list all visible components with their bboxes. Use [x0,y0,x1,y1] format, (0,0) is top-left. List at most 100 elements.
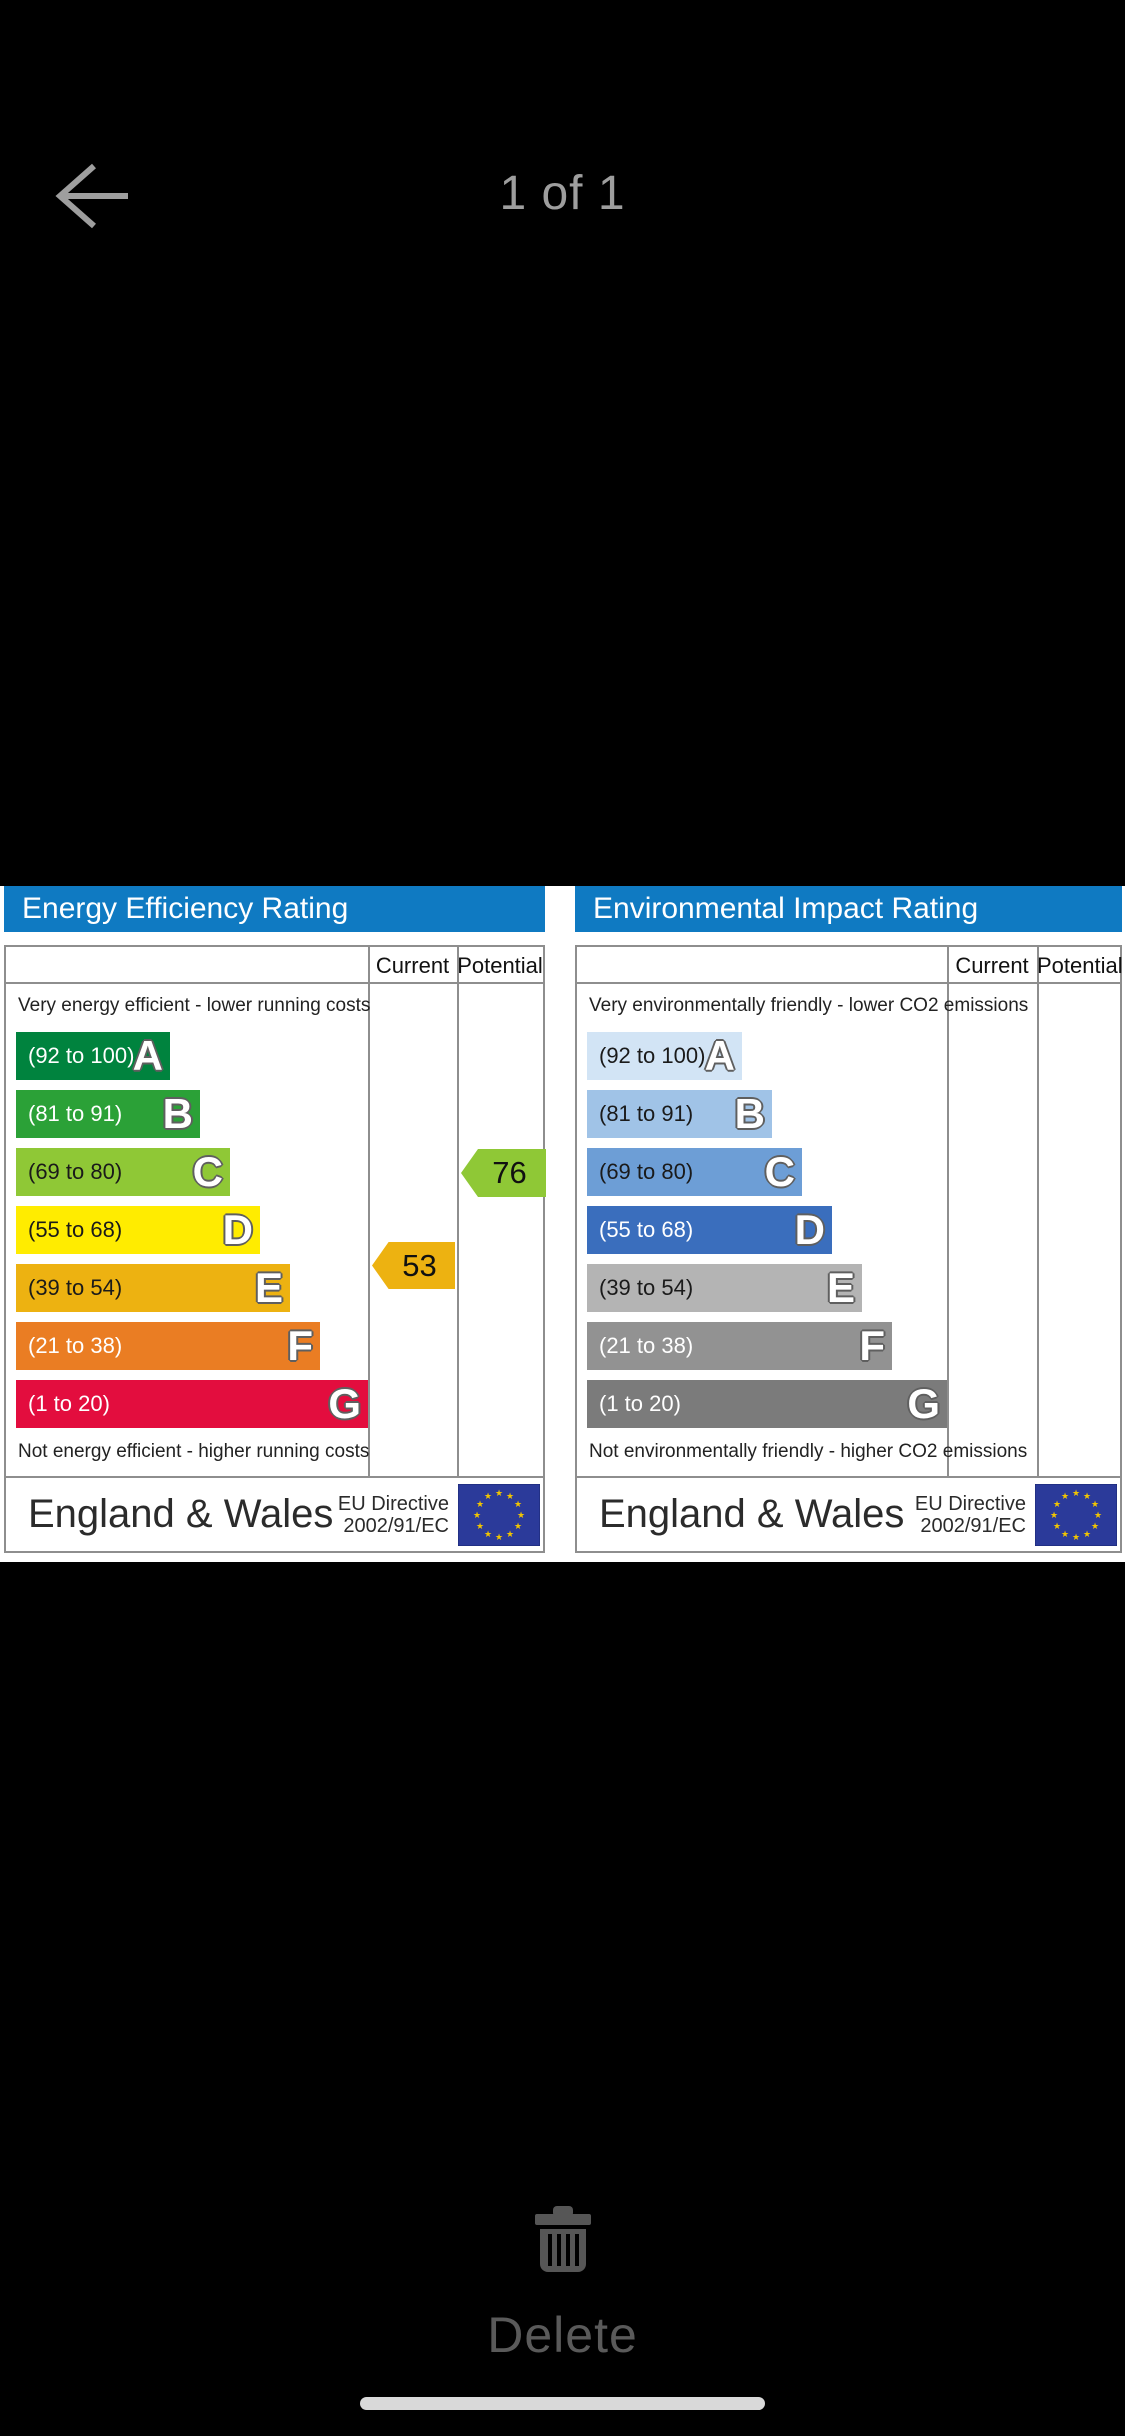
bottom-note: Not energy efficient - higher running co… [18,1441,370,1462]
svg-text:★: ★ [495,1532,503,1542]
eu-flag-icon: ★ ★★ ★★★ ★★★ ★★★ [1035,1483,1117,1546]
band-row-g: (1 to 20) G [587,1380,947,1428]
band-letter: D [222,1206,253,1253]
back-button[interactable] [46,156,136,236]
top-note: Very environmentally friendly - lower CO… [589,995,1029,1016]
region-label: England & Wales [28,1492,334,1536]
band-range: (81 to 91) [599,1101,694,1126]
eu-directive-line2: 2002/91/EC [920,1514,1026,1537]
svg-text:★: ★ [476,1521,484,1531]
delete-button-label: Delete [487,2307,638,2363]
band-range: (92 to 100) [599,1043,706,1068]
column-divider [457,947,459,1476]
delete-button[interactable]: Delete [0,2206,1125,2364]
band-range: (55 to 68) [599,1217,694,1242]
svg-text:★: ★ [473,1510,481,1520]
band-range: (55 to 68) [28,1217,123,1242]
svg-text:★: ★ [1061,1529,1069,1539]
svg-text:★: ★ [1061,1491,1069,1501]
band-range: (92 to 100) [28,1043,135,1068]
band-row-a: (92 to 100) A [587,1032,742,1080]
band-row-b: (81 to 91) B [16,1090,200,1138]
rating-table: Current Potential Very environmentally f… [575,945,1123,1478]
band-letter: F [859,1322,885,1369]
svg-text:★: ★ [484,1491,492,1501]
column-divider [947,947,949,1476]
svg-text:★: ★ [517,1510,525,1520]
potential-rating-arrow: 76 [461,1149,546,1197]
potential-rating-value: 76 [492,1155,527,1190]
page-counter: 1 of 1 [499,167,626,220]
band-row-f: (21 to 38) F [16,1322,320,1370]
eu-directive-text: EU Directive 2002/91/EC [915,1493,1026,1537]
energy-efficiency-chart: Energy Efficiency Rating Current Potenti… [4,886,546,1553]
svg-text:★: ★ [1072,1488,1080,1498]
home-indicator[interactable] [360,2397,765,2410]
svg-text:★: ★ [1091,1521,1099,1531]
trash-icon [534,2206,591,2272]
band-row-g: (1 to 20) G [16,1380,368,1428]
chart-title: Energy Efficiency Rating [4,886,545,932]
chart-footer: England & Wales EU Directive 2002/91/EC … [4,1478,545,1553]
eu-flag-icon: ★ ★★ ★★★ ★★★ ★★★ [458,1483,540,1546]
eu-directive-line2: 2002/91/EC [343,1514,449,1537]
band-range: (21 to 38) [28,1333,123,1358]
svg-text:★: ★ [484,1529,492,1539]
svg-text:★: ★ [1072,1532,1080,1542]
band-row-b: (81 to 91) B [587,1090,772,1138]
band-letter: A [132,1032,163,1079]
band-letter: G [907,1380,940,1427]
band-row-e: (39 to 54) E [16,1264,290,1312]
top-note: Very energy efficient - lower running co… [18,995,371,1016]
rating-bands: (92 to 100) A (81 to 91) B (69 to 80) C … [587,1032,947,1438]
band-letter: E [826,1264,855,1311]
band-letter: B [162,1090,193,1137]
band-range: (1 to 20) [28,1391,110,1416]
band-range: (39 to 54) [28,1275,123,1300]
band-row-d: (55 to 68) D [587,1206,832,1254]
rating-bands: (92 to 100) A (81 to 91) B (69 to 80) C … [16,1032,368,1438]
band-row-c: (69 to 80) C [16,1148,230,1196]
svg-text:★: ★ [506,1491,514,1501]
band-letter: G [328,1380,361,1427]
band-range: (1 to 20) [599,1391,681,1416]
current-rating-value: 53 [402,1247,437,1283]
region-label: England & Wales [599,1492,905,1536]
potential-column-header: Potential [1037,953,1123,978]
band-range: (21 to 38) [599,1333,694,1358]
eu-directive-line1: EU Directive [914,1492,1026,1515]
svg-text:★: ★ [1083,1529,1091,1539]
svg-text:★: ★ [1050,1510,1058,1520]
svg-text:★: ★ [1091,1499,1099,1509]
current-column-header: Current [375,953,450,978]
environmental-impact-chart: Environmental Impact Rating Current Pote… [575,886,1123,1553]
svg-text:★: ★ [506,1529,514,1539]
band-range: (81 to 91) [28,1101,123,1126]
band-letter: C [764,1148,795,1195]
band-row-e: (39 to 54) E [587,1264,862,1312]
band-range: (39 to 54) [599,1275,694,1300]
table-header: Current Potential [577,947,1123,984]
svg-text:★: ★ [514,1499,522,1509]
column-divider [368,947,370,1476]
chart-title: Environmental Impact Rating [575,886,1122,932]
band-letter: D [794,1206,825,1253]
band-range: (69 to 80) [599,1159,694,1184]
band-range: (69 to 80) [28,1159,123,1184]
band-letter: C [192,1148,223,1195]
bottom-note: Not environmentally friendly - higher CO… [589,1441,1028,1462]
svg-text:★: ★ [495,1488,503,1498]
svg-text:★: ★ [1094,1510,1102,1520]
band-row-c: (69 to 80) C [587,1148,802,1196]
band-row-d: (55 to 68) D [16,1206,260,1254]
band-letter: B [734,1090,765,1137]
chart-footer: England & Wales EU Directive 2002/91/EC … [575,1478,1122,1553]
current-rating-arrow: 53 [372,1242,455,1289]
svg-text:★: ★ [1053,1521,1061,1531]
attachment-image[interactable]: Energy Efficiency Rating Current Potenti… [0,886,1125,1562]
svg-text:★: ★ [514,1521,522,1531]
rating-table: Current Potential Very energy efficient … [4,945,546,1478]
svg-text:★: ★ [476,1499,484,1509]
eu-directive-text: EU Directive 2002/91/EC [338,1493,449,1537]
